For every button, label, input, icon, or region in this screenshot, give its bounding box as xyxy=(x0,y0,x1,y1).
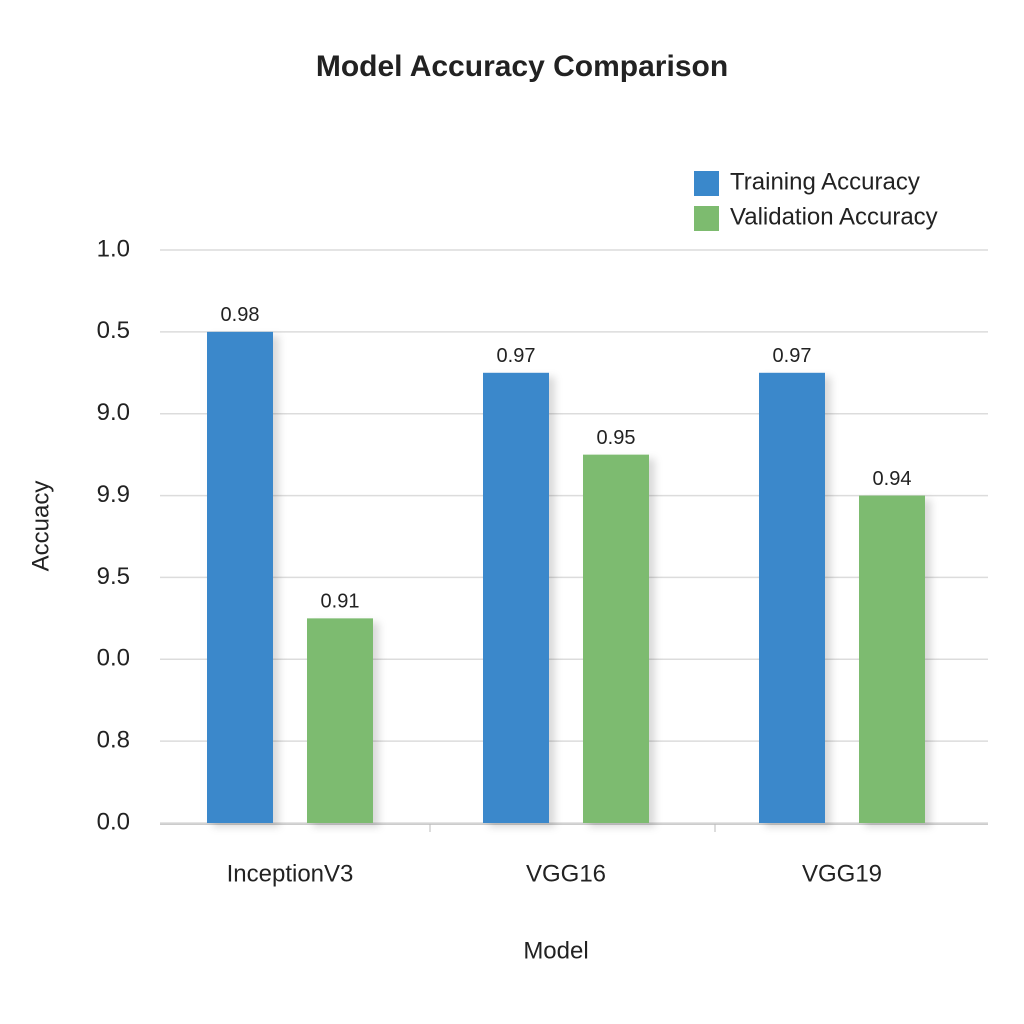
x-tick-label: VGG19 xyxy=(802,860,882,887)
y-tick-label: 1.0 xyxy=(97,235,130,262)
y-tick-label: 9.0 xyxy=(97,399,130,426)
x-tick-label: InceptionV3 xyxy=(227,860,354,887)
bar xyxy=(307,618,373,823)
bar xyxy=(207,331,273,823)
legend-swatch xyxy=(694,171,719,196)
x-axis-label: Model xyxy=(523,937,588,964)
bar xyxy=(583,454,649,823)
data-label: 0.94 xyxy=(873,468,912,490)
data-label: 0.97 xyxy=(773,345,812,367)
y-tick-label: 9.9 xyxy=(97,481,130,508)
y-tick-label: 0.0 xyxy=(97,808,130,835)
y-tick-label: 9.5 xyxy=(97,563,130,590)
bar xyxy=(759,372,825,823)
y-axis-label: Accuacy xyxy=(27,481,54,572)
legend-swatch xyxy=(694,206,719,231)
chart-title: Model Accuracy Comparison xyxy=(316,50,728,83)
data-label: 0.91 xyxy=(321,591,360,613)
data-label: 0.97 xyxy=(497,345,536,367)
bar xyxy=(483,372,549,823)
data-label: 0.98 xyxy=(221,304,260,326)
y-tick-label: 0.5 xyxy=(97,317,130,344)
y-tick-label: 0.8 xyxy=(97,726,130,753)
data-label: 0.95 xyxy=(597,427,636,449)
x-tick-label: VGG16 xyxy=(526,860,606,887)
bar xyxy=(859,495,925,823)
legend-label: Validation Accuracy xyxy=(730,203,938,230)
legend-label: Training Accuracy xyxy=(730,168,920,195)
y-tick-label: 0.0 xyxy=(97,645,130,672)
